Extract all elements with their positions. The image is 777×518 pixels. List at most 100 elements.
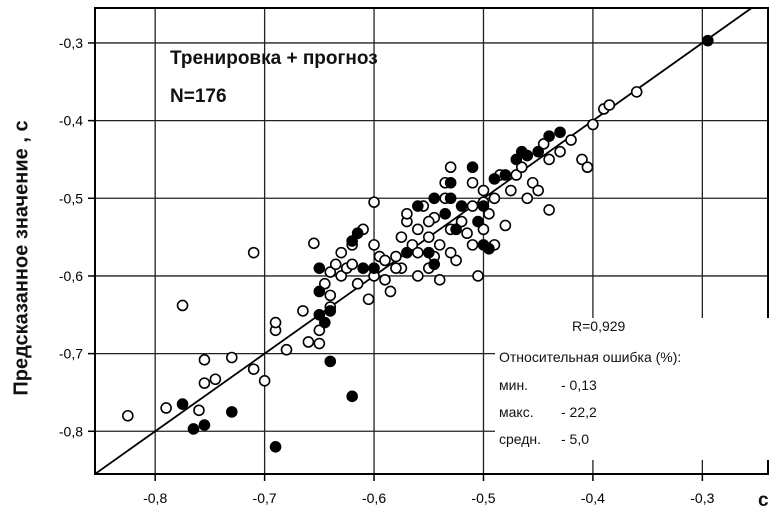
y-tick-label: -0,4 — [59, 113, 83, 129]
open-point — [466, 239, 479, 251]
filled-point — [225, 406, 238, 418]
open-point — [603, 99, 616, 111]
open-point — [499, 219, 512, 232]
open-point — [466, 176, 479, 189]
identity-line — [94, 7, 753, 475]
filled-point — [187, 423, 200, 435]
open-point — [351, 277, 364, 290]
open-point — [313, 324, 326, 337]
error-header: Относительная ошибка (%): — [499, 349, 682, 365]
filled-point — [466, 161, 479, 174]
open-point — [461, 227, 473, 240]
open-point — [406, 239, 419, 251]
open-point — [269, 316, 282, 329]
open-point — [450, 254, 462, 267]
open-point — [198, 354, 211, 366]
open-point — [379, 274, 391, 286]
filled-point — [499, 169, 512, 181]
open-point — [581, 161, 594, 174]
open-point — [335, 246, 348, 259]
filled-point — [319, 316, 331, 329]
filled-point — [428, 258, 441, 271]
title-block: Тренировка + прогноз N=176 — [170, 40, 378, 116]
open-point — [379, 254, 391, 267]
open-point — [477, 223, 490, 236]
axis-ticks: -0,8 -0,7 -0,6 -0,5 -0,4 -0,3 -0,8 -0,7 -0,6 -0,5… — [59, 35, 715, 506]
open-point — [384, 285, 397, 298]
open-point — [630, 86, 643, 98]
open-point — [302, 336, 315, 348]
error-label: макс. — [499, 404, 534, 420]
filled-point — [510, 153, 523, 166]
error-label: средн. — [499, 431, 542, 447]
filled-point — [346, 235, 358, 247]
stats-box: R=0,929 Относительная ошибка (%): мин. - … — [495, 318, 769, 460]
filled-point — [368, 262, 380, 274]
open-point — [297, 305, 309, 317]
filled-point — [313, 285, 326, 298]
open-point — [280, 343, 293, 356]
open-point — [532, 184, 544, 197]
open-point — [329, 258, 342, 271]
error-label: мин. — [499, 377, 529, 393]
open-point — [565, 134, 577, 146]
open-point — [483, 208, 495, 220]
x-tick-label: -0,6 — [362, 490, 386, 506]
filled-point — [444, 176, 457, 189]
filled-point — [346, 390, 358, 403]
open-point — [225, 351, 238, 364]
r-value: R=0,929 — [572, 318, 626, 334]
error-row-max: макс. - 22,2 — [499, 404, 597, 420]
open-point — [543, 204, 555, 216]
open-point — [444, 246, 457, 259]
open-point — [455, 215, 468, 228]
open-point — [160, 402, 172, 414]
open-point — [258, 374, 271, 387]
filled-point — [198, 419, 211, 431]
filled-point — [324, 355, 337, 368]
open-point — [176, 299, 189, 312]
filled-point — [351, 227, 364, 240]
filled-point — [450, 223, 462, 236]
open-point — [335, 270, 348, 282]
error-row-min: мин. - 0,13 — [499, 377, 597, 393]
open-point — [477, 184, 490, 197]
error-value: - 0,13 — [561, 377, 597, 393]
y-tick-label: -0,3 — [59, 35, 83, 51]
filled-point — [313, 308, 326, 321]
error-value: - 5,0 — [561, 431, 590, 447]
open-point — [308, 237, 320, 250]
filled-point — [472, 215, 484, 228]
filled-point — [401, 246, 413, 259]
error-value: - 22,2 — [561, 404, 597, 420]
open-point — [412, 246, 424, 259]
open-point — [122, 409, 134, 422]
open-point — [554, 145, 566, 158]
open-point — [505, 184, 517, 197]
filled-point — [357, 262, 369, 274]
open-point — [198, 377, 211, 389]
filled-point — [324, 305, 337, 317]
filled-point — [702, 34, 714, 47]
open-point — [488, 192, 501, 205]
filled-point — [532, 145, 544, 158]
filled-point — [428, 192, 441, 205]
open-point — [433, 274, 446, 286]
open-point — [247, 363, 260, 375]
reference-line — [94, 7, 753, 475]
open-point — [466, 200, 479, 212]
filled-point — [439, 208, 451, 220]
filled-point — [477, 200, 490, 212]
open-point — [433, 239, 446, 251]
filled-point — [543, 130, 555, 142]
open-point — [390, 262, 402, 274]
open-point — [515, 161, 528, 174]
filled-point — [455, 200, 468, 212]
filled-point — [521, 149, 534, 162]
open-point — [412, 223, 424, 236]
y-tick-label: -0,5 — [59, 190, 83, 206]
open-point — [422, 215, 435, 228]
filled-point — [483, 242, 495, 255]
plot-frame — [94, 7, 769, 475]
x-tick-label: -0,3 — [690, 490, 714, 506]
